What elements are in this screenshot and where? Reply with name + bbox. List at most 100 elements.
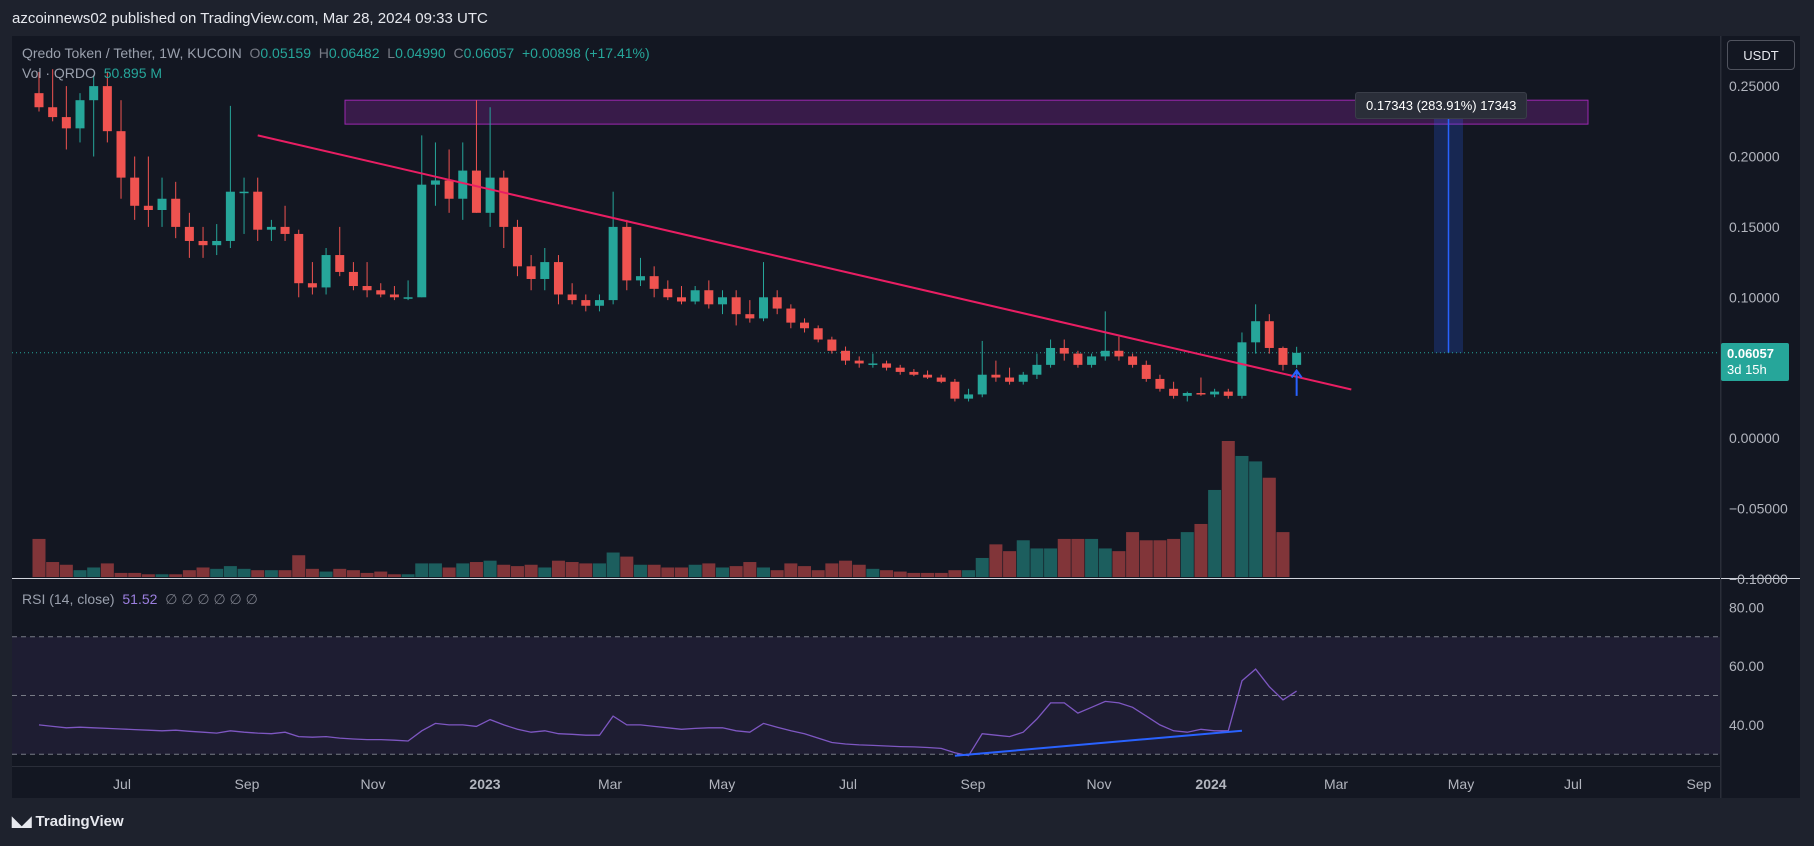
publisher-line: azcoinnews02 published on TradingView.co… <box>12 10 488 27</box>
volume-bar <box>182 570 196 577</box>
candle <box>731 290 741 326</box>
candle <box>266 219 276 241</box>
tradingview-logo-icon: ◣◢ <box>12 813 31 829</box>
candle-body <box>61 117 71 129</box>
footer-brand[interactable]: ◣◢ TradingView <box>12 813 124 830</box>
volume-bar <box>1016 540 1030 577</box>
candle <box>1155 374 1165 392</box>
volume-bar <box>333 568 347 577</box>
currency-button[interactable]: USDT <box>1727 40 1795 70</box>
candle-body <box>759 297 769 319</box>
volume-bar <box>633 564 647 577</box>
volume-bar <box>852 564 866 577</box>
volume-bar <box>1044 548 1058 577</box>
volume-bar <box>415 563 429 577</box>
candle-body <box>895 367 905 372</box>
volume-bar <box>223 566 237 577</box>
candle-body <box>253 191 263 230</box>
candle <box>116 100 126 199</box>
low-value: 0.04990 <box>395 45 446 61</box>
candle <box>294 229 304 298</box>
candle <box>868 353 878 368</box>
volume-bar <box>264 570 278 577</box>
candle <box>950 378 960 402</box>
candle <box>157 177 167 227</box>
volume-bar <box>798 566 812 577</box>
candle <box>964 388 974 402</box>
candle-body <box>1292 352 1302 365</box>
candle <box>663 280 673 301</box>
volume-bar <box>305 568 319 577</box>
candle-body <box>1059 347 1069 354</box>
rsi-value: 51.52 <box>122 591 158 607</box>
candle <box>335 226 345 277</box>
rsi-label[interactable]: RSI (14, close) <box>22 591 115 607</box>
volume-value: 50.895 M <box>103 65 163 81</box>
candle <box>1169 381 1179 399</box>
time-axis-label: Jul <box>839 776 857 792</box>
candle-body <box>266 226 276 230</box>
candle <box>991 360 1001 382</box>
candle-body <box>690 290 700 302</box>
last-price-tag: 0.06057 3d 15h <box>1721 343 1789 381</box>
candle-body <box>89 86 99 101</box>
volume-bar <box>565 562 579 577</box>
candle <box>499 170 509 249</box>
candle-body <box>882 363 892 368</box>
candle-body <box>868 363 878 365</box>
candle <box>239 177 249 234</box>
candle <box>813 325 823 343</box>
candle <box>895 364 905 375</box>
candle-body <box>34 93 44 108</box>
volume-label[interactable]: Vol · QRDO <box>22 65 96 81</box>
candle <box>471 100 481 213</box>
candle-body <box>813 328 823 340</box>
candle-body <box>225 191 235 241</box>
volume-bar <box>1167 538 1181 577</box>
candle-body <box>1073 353 1083 365</box>
volume-bar <box>606 552 620 577</box>
volume-bar <box>688 564 702 577</box>
candle <box>1237 332 1247 399</box>
price-axis-label: 0.20000 <box>1729 149 1780 165</box>
candle-body <box>512 226 522 267</box>
candle-body <box>909 371 919 375</box>
rsi-line <box>38 668 1297 757</box>
volume-bar <box>1194 523 1208 577</box>
candle-body <box>1087 356 1097 365</box>
candle <box>75 93 85 143</box>
candle <box>417 135 427 298</box>
candle-body <box>102 86 112 132</box>
rsi-divergence-line <box>954 729 1243 757</box>
volume-bar <box>1249 461 1263 577</box>
candle <box>1046 339 1056 368</box>
candle-body <box>540 262 550 279</box>
candle-body <box>526 266 536 279</box>
volume-bar <box>1098 548 1112 577</box>
candle-body <box>854 360 864 364</box>
volume-bar <box>907 572 921 577</box>
candle <box>854 356 864 368</box>
resistance-zone <box>344 99 1589 125</box>
volume-bar <box>210 568 224 577</box>
candle <box>594 294 604 312</box>
volume-bar <box>921 572 935 577</box>
candle-body <box>1182 393 1192 396</box>
candle-body <box>403 297 413 299</box>
symbol-title[interactable]: Qredo Token / Tether, 1W, KUCOIN <box>22 45 242 61</box>
volume-legend: Vol · QRDO 50.895 M <box>22 65 162 81</box>
candle <box>1223 388 1233 399</box>
candle <box>171 181 181 239</box>
candle-body <box>608 226 618 301</box>
candle <box>882 360 892 371</box>
volume-bar <box>59 564 73 577</box>
candle <box>553 255 563 305</box>
volume-bar <box>155 574 169 577</box>
candle <box>759 262 769 322</box>
rsi-axis-label: 60.00 <box>1729 658 1764 674</box>
volume-bar <box>934 572 948 577</box>
candle-body <box>471 170 481 213</box>
candle-body <box>417 184 427 298</box>
candle <box>321 248 331 295</box>
